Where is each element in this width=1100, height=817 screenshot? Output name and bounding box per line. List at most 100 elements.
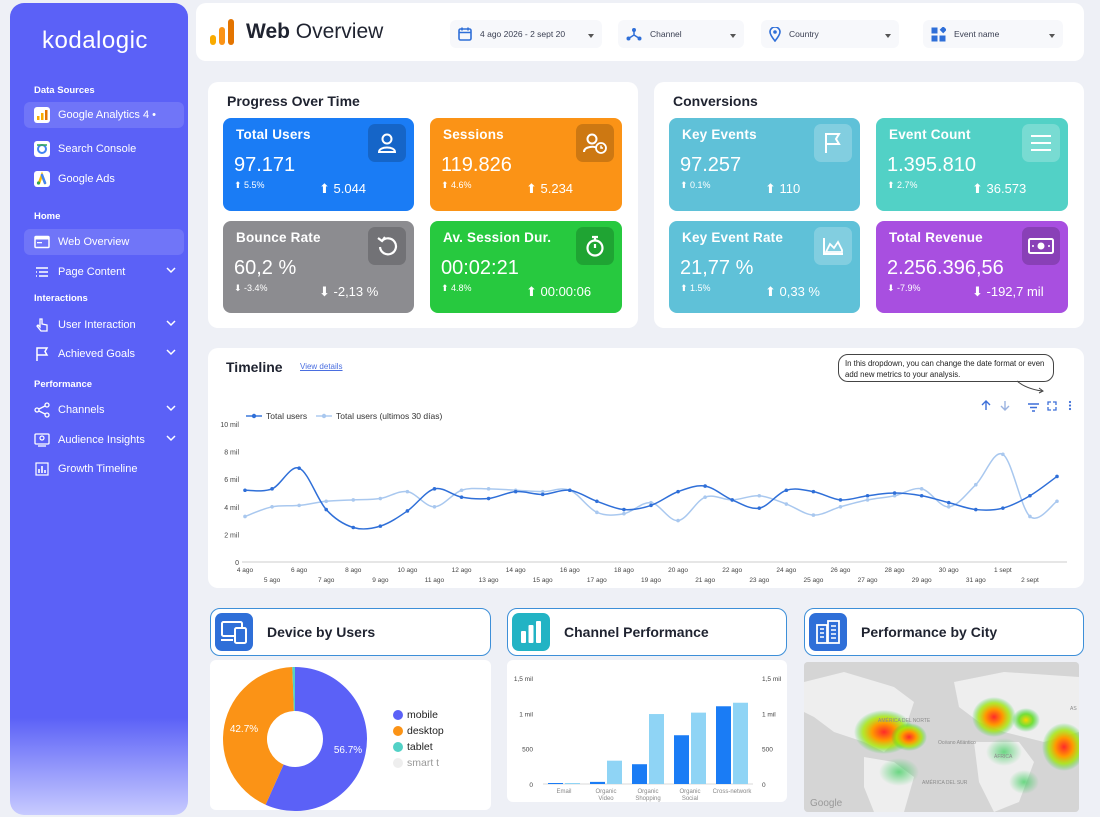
card-session-duration[interactable]: Av. Session Dur. 00:02:21 ⬆ 4.8% ⬆ 00:00… (430, 221, 622, 313)
map-label: AMÉRICA DEL NORTE (878, 718, 931, 724)
more-options-icon[interactable] (1068, 398, 1072, 416)
stopwatch-icon (576, 227, 614, 265)
sidebar-item-achieved-goals[interactable]: Achieved Goals (24, 341, 184, 367)
card-value: 21,77 % (680, 257, 754, 279)
bar-chart-icon (34, 461, 50, 477)
data-point (1001, 452, 1005, 457)
pie-slice (223, 667, 294, 805)
chevron-down-icon[interactable] (166, 318, 176, 330)
data-point (432, 505, 437, 509)
data-point (838, 498, 843, 502)
channel-filter-label: Channel (650, 29, 682, 39)
legend-smart-tv: smart t (393, 757, 439, 769)
dropdown-arrow-icon[interactable] (1049, 30, 1055, 40)
slice-label: 56.7% (334, 745, 362, 756)
expand-icon[interactable] (1047, 398, 1057, 416)
card-value: 1.395.810 (887, 154, 976, 176)
legend-dot (393, 710, 403, 720)
sidebar-item-growth-timeline[interactable]: Growth Timeline (24, 456, 184, 482)
x-tick-label: Video (598, 796, 614, 802)
city-buildings-icon (809, 613, 847, 651)
y-tick-label: 1,5 mil (514, 676, 534, 683)
card-event-count[interactable]: Event Count 1.395.810 ⬆ 2.7% ⬆ 36.573 (876, 118, 1068, 211)
dropdown-arrow-icon[interactable] (885, 30, 891, 40)
card-title: Total Revenue (889, 230, 983, 245)
sidebar-item-label: Page Content (58, 266, 126, 278)
data-point (540, 492, 545, 497)
view-details-link[interactable]: View details (300, 362, 343, 371)
sidebar-item-google-ads[interactable]: Google Ads (24, 166, 184, 192)
sidebar-item-channels[interactable]: Channels (24, 397, 184, 423)
sidebar-item-google-analytics[interactable]: Google Analytics 4 • (24, 102, 184, 128)
x-tick-label: 12 ago (452, 567, 472, 574)
user-icon (368, 124, 406, 162)
channel-card-header: Channel Performance (507, 608, 787, 656)
data-point (703, 484, 707, 488)
chevron-down-icon[interactable] (166, 433, 176, 445)
card-percent: ⬇ -7.9% (887, 283, 921, 293)
x-tick-label: Organic (637, 789, 658, 795)
section-performance: Performance (34, 379, 93, 390)
data-point (270, 487, 274, 491)
dropdown-arrow-icon[interactable] (588, 30, 594, 40)
country-filter[interactable]: Country (761, 20, 899, 48)
sidebar-item-web-overview[interactable]: Web Overview (24, 229, 184, 255)
chevron-down-icon[interactable] (166, 265, 176, 277)
y-tick-label-right: 1,5 mil (762, 676, 782, 683)
google-map-logo: Google (810, 798, 843, 809)
card-key-events[interactable]: Key Events 97.257 ⬆ 0.1% ⬆ 110 (669, 118, 860, 211)
data-point (730, 498, 734, 502)
card-title: Sessions (443, 127, 504, 142)
date-range-filter[interactable]: 4 ago 2026 - 2 sept 20 (450, 20, 602, 48)
x-tick-label: Cross-network (713, 789, 753, 795)
timeline-chart: Total users Total users (ultimos 30 días)… (220, 411, 1067, 584)
card-key-event-rate[interactable]: Key Event Rate 21,77 % ⬆ 1.5% ⬆ 0,33 % (669, 221, 860, 313)
sidebar-item-audience-insights[interactable]: Audience Insights (24, 427, 184, 453)
chevron-down-icon[interactable] (166, 403, 176, 415)
map-label: ÁFRICA (994, 754, 1013, 760)
card-total-users[interactable]: Total Users 97.171 ⬆ 5.5% ⬆ 5.044 (223, 118, 414, 211)
card-percent: ⬆ 2.7% (887, 180, 918, 190)
channel-bar-chart: 0 0 500 500 1 mil 1 mil 1,5 mil 1,5 mil Email Org… (514, 676, 782, 802)
conversions-title: Conversions (673, 93, 758, 109)
x-tick-label: 27 ago (858, 577, 878, 584)
filter-icon[interactable] (1028, 399, 1039, 417)
sidebar-item-search-console[interactable]: Search Console (24, 136, 184, 162)
chevron-down-icon[interactable] (166, 347, 176, 359)
card-bounce-rate[interactable]: Bounce Rate 60,2 % ⬇ -3.4% ⬇ -2,13 % (223, 221, 414, 313)
event-name-filter[interactable]: Event name (923, 20, 1063, 48)
sort-ascending-icon[interactable] (981, 398, 991, 416)
device-pie-chart: 56.7% 42.7% (223, 667, 368, 811)
x-tick-label: 23 ago (749, 577, 769, 584)
bar (733, 702, 748, 784)
data-point (892, 491, 897, 495)
card-title: Bounce Rate (236, 230, 321, 245)
area-chart-icon (814, 227, 852, 265)
data-point (297, 466, 301, 470)
data-point (622, 511, 626, 516)
map-label: AS (1070, 706, 1077, 712)
card-percent: ⬇ -3.4% (234, 283, 268, 293)
card-total-revenue[interactable]: Total Revenue 2.256.396,56 ⬇ -7.9% ⬇ -19… (876, 221, 1068, 313)
data-point (622, 507, 626, 512)
undo-icon (368, 227, 406, 265)
channel-filter[interactable]: Channel (618, 20, 744, 48)
x-tick-label: 16 ago (560, 567, 580, 574)
sort-descending-icon[interactable] (1000, 398, 1010, 416)
card-sessions[interactable]: Sessions 119.826 ⬆ 4.6% ⬆ 5.234 (430, 118, 622, 211)
card-title: Key Event Rate (682, 230, 784, 245)
tooltip-callout: In this dropdown, you can change the dat… (838, 354, 1054, 382)
sidebar-item-user-interaction[interactable]: User Interaction (24, 312, 184, 338)
data-point (946, 505, 951, 509)
data-point (865, 493, 870, 498)
y-tick-label: 0 (529, 782, 533, 789)
data-point (513, 489, 518, 494)
dropdown-arrow-icon[interactable] (730, 30, 736, 40)
card-delta: ⬇ -2,13 % (319, 284, 379, 299)
map-label: AMÉRICA DEL SUR (922, 780, 968, 786)
sidebar-item-page-content[interactable]: Page Content (24, 259, 184, 285)
x-tick-label: 7 ago (318, 577, 335, 584)
data-point (595, 510, 599, 515)
y-tick-label: 0 (235, 560, 239, 567)
city-heatmap[interactable]: AMÉRICA DEL NORTE Océano Atlántico ÁFRIC… (804, 662, 1079, 812)
